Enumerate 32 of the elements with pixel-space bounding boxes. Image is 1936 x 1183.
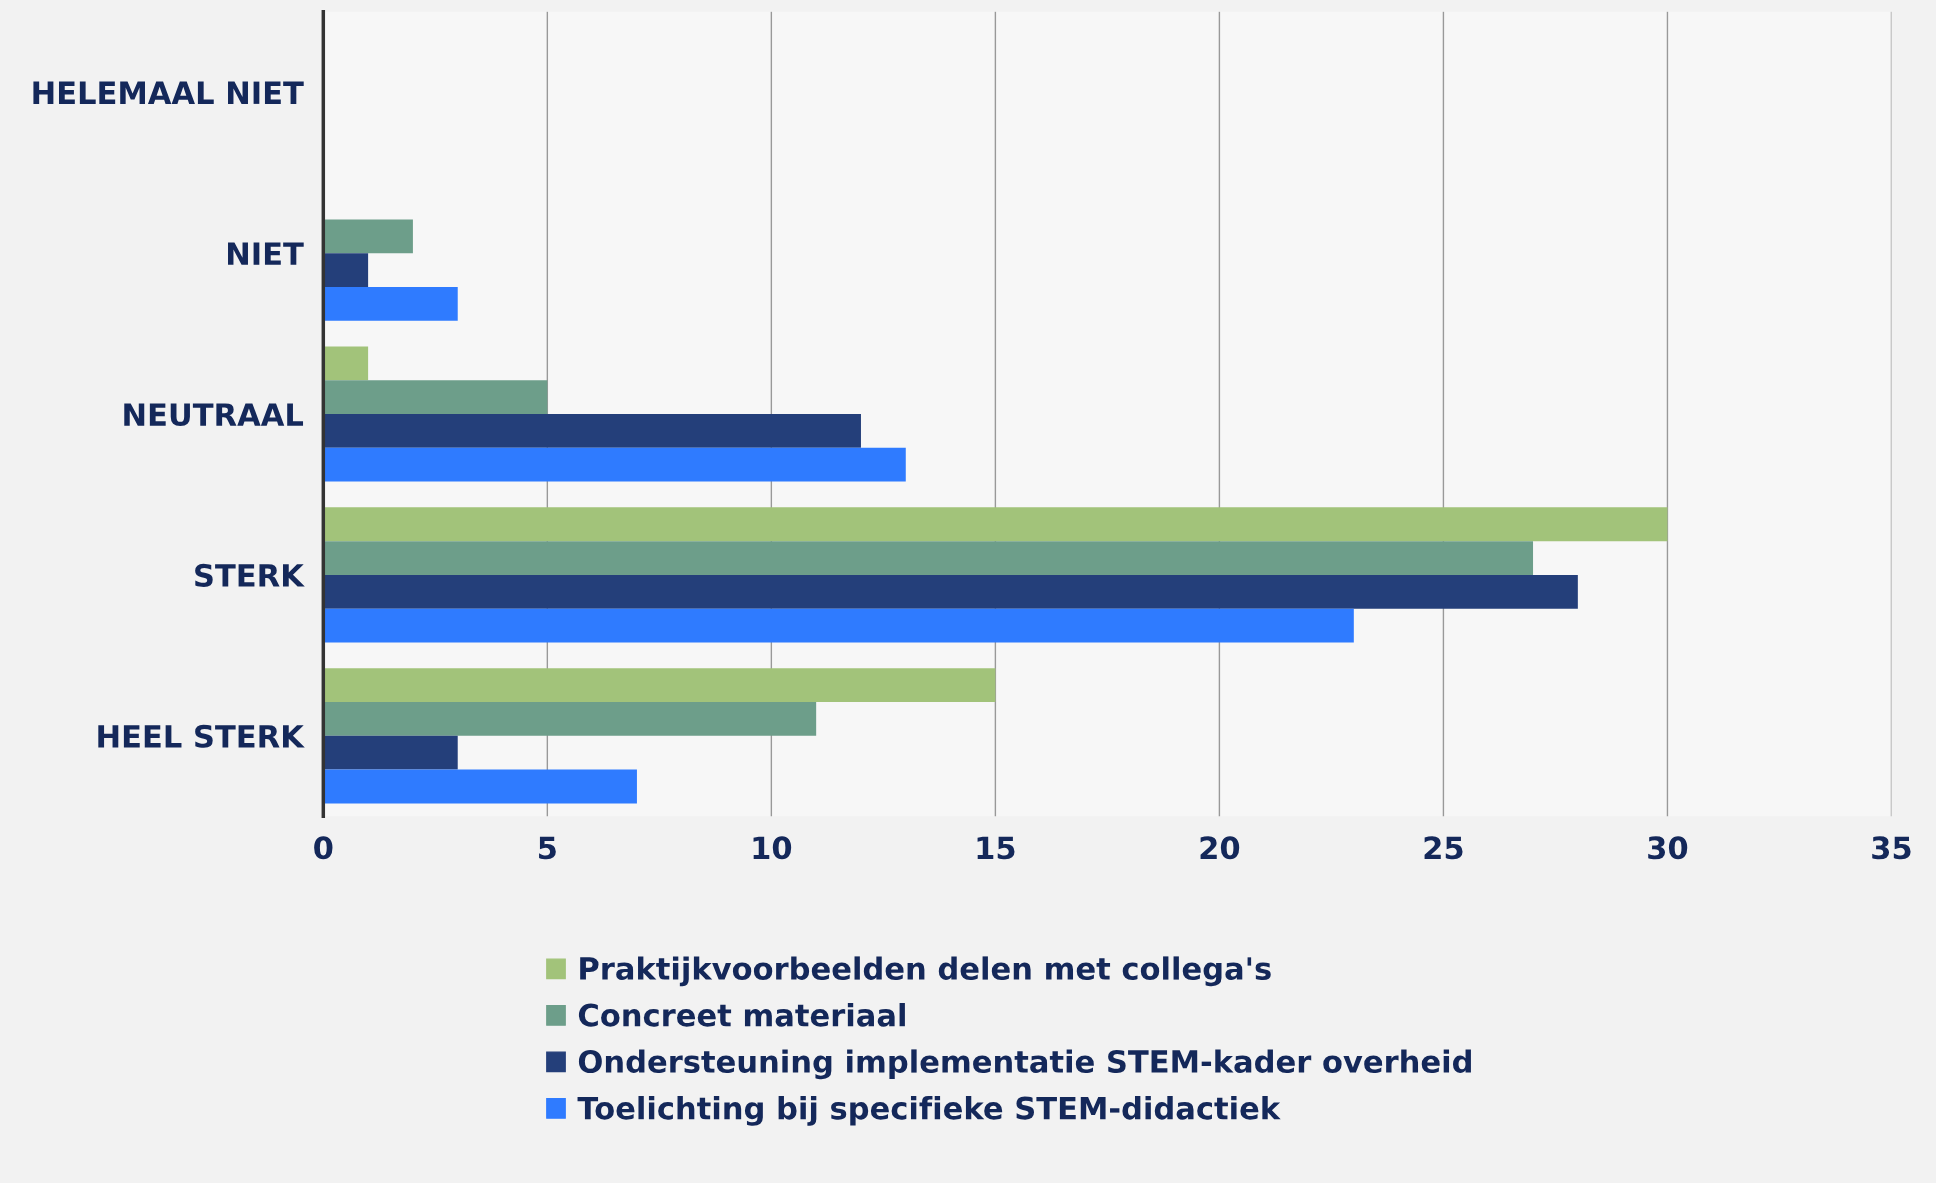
bar — [323, 608, 1354, 643]
bar — [323, 253, 369, 287]
bar — [323, 574, 1578, 609]
legend-label: Praktijkvoorbeelden delen met collega's — [580, 956, 1271, 987]
bar — [323, 668, 996, 703]
bar — [323, 735, 458, 770]
bar — [323, 346, 369, 381]
bar — [323, 286, 458, 321]
x-tick-label: 20 — [1200, 836, 1240, 860]
y-tick-label: HEEL STERK — [98, 724, 305, 748]
bar — [323, 447, 906, 482]
x-tick-label: 10 — [753, 836, 792, 860]
bar — [323, 414, 861, 448]
x-tick-label: 25 — [1424, 836, 1463, 860]
x-tick-label: 0 — [314, 836, 333, 860]
y-tick-label: HELEMAAL NIET — [33, 81, 304, 104]
bar — [323, 702, 817, 736]
bar — [323, 380, 548, 415]
y-tick-label: NIET — [228, 242, 304, 265]
bar — [323, 219, 413, 254]
legend-label: Concreet materiaal — [578, 1003, 905, 1027]
y-tick-label: STERK — [195, 563, 305, 587]
legend-label: Toelichting bij specifieke STEM-didactiek — [577, 1096, 1281, 1126]
bar — [323, 541, 1534, 575]
bar — [323, 507, 1668, 542]
y-tick-label: NEUTRAAL — [124, 403, 304, 427]
legend-label: Ondersteuning implementatie STEM-kader overheid — [578, 1049, 1471, 1080]
x-tick-label: 35 — [1872, 836, 1911, 860]
x-tick-label: 5 — [539, 836, 556, 860]
bar — [323, 769, 637, 804]
x-tick-label: 30 — [1648, 836, 1688, 860]
x-tick-label: 15 — [977, 836, 1015, 860]
